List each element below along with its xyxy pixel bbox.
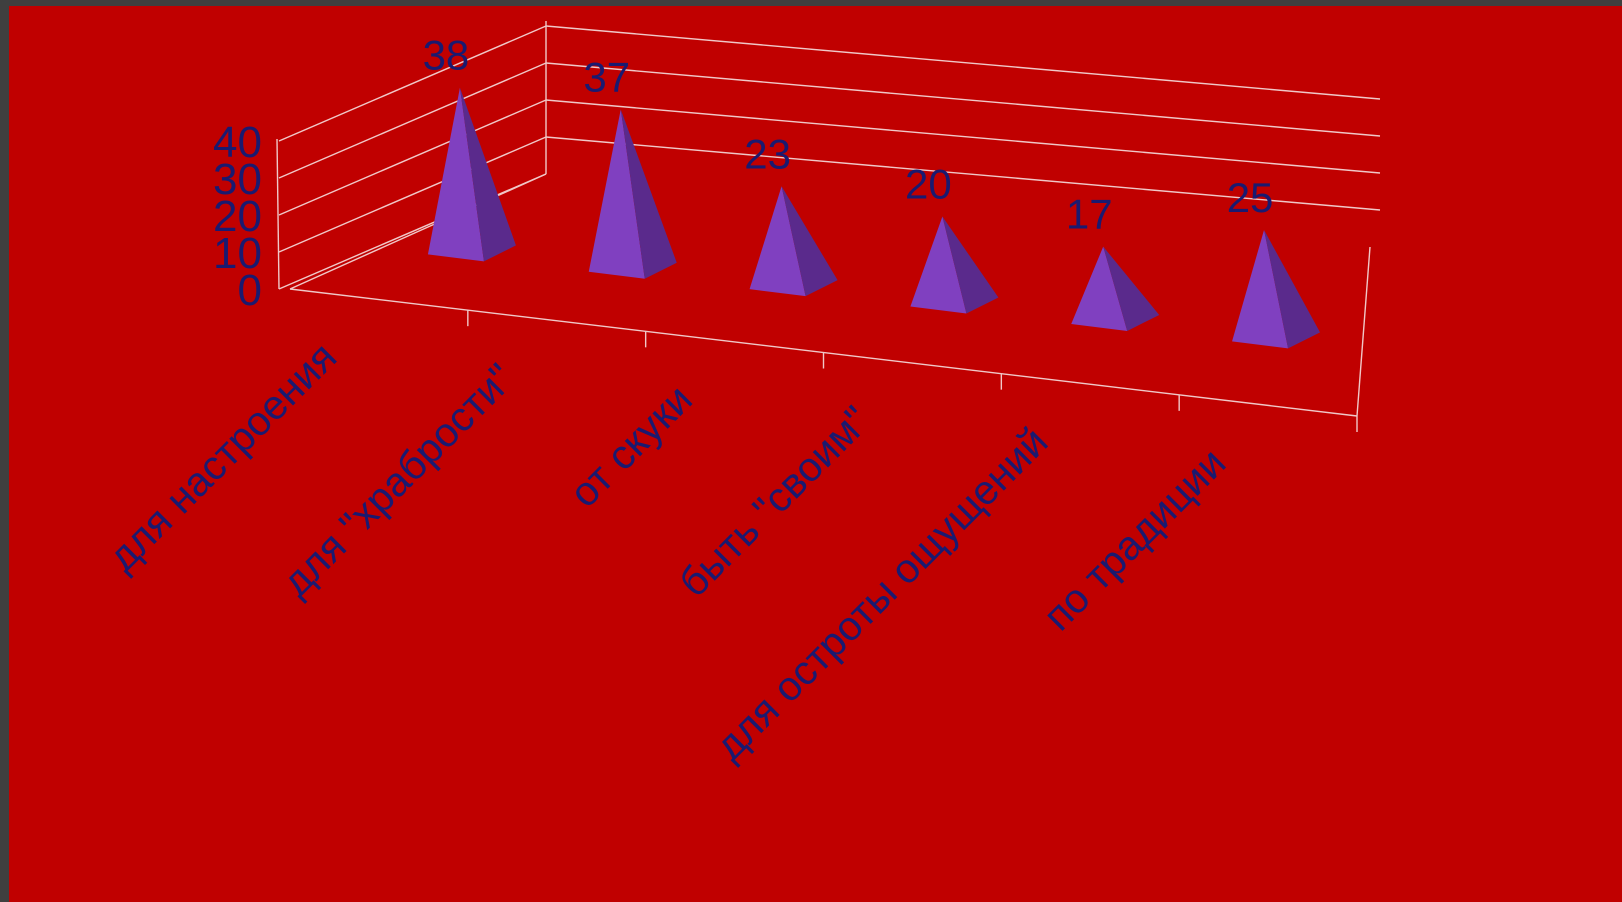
floor-left-edge: [289, 173, 547, 290]
pyramid-front-face: [1071, 246, 1128, 331]
gridline-back: [545, 62, 1381, 137]
data-label: 38: [423, 32, 470, 79]
y-tick-label: 0: [238, 266, 262, 315]
category-label: от скуки: [561, 376, 701, 516]
pyramid-front-face: [910, 216, 967, 314]
gridline-side: [278, 136, 547, 253]
pyramid-side-face: [942, 216, 999, 314]
y-tick-label: 40: [213, 118, 262, 167]
data-labels: 38 37 23 20 17 25: [423, 32, 1274, 238]
data-label: 37: [583, 53, 630, 100]
y-tick-label: 10: [213, 229, 262, 278]
data-label: 17: [1066, 191, 1113, 238]
pyramid-front-face: [588, 109, 645, 279]
pyramid-front-face: [427, 87, 484, 262]
pyramids: [427, 87, 1321, 349]
gridline-side: [278, 173, 547, 290]
gridline-back: [545, 99, 1381, 174]
pyramid-side-face: [459, 87, 516, 262]
slide: 0 10 20 30 40 38 37 23 20 17 25 для настроения для…: [9, 6, 1622, 902]
y-tick-label: 30: [213, 155, 262, 204]
gridline-side: [278, 62, 547, 179]
category-label: быть "своим": [670, 397, 879, 606]
category-label: для остроты ощущений: [706, 418, 1057, 769]
category-label: по традиции: [1034, 439, 1234, 639]
data-label: 20: [905, 160, 952, 207]
axes: [276, 21, 1371, 432]
data-label: 25: [1227, 174, 1274, 221]
pyramid-front-face: [749, 186, 806, 297]
gridline-side: [278, 99, 547, 216]
gridline-back: [545, 25, 1381, 100]
gridline-side: [278, 25, 547, 142]
data-label: 23: [744, 130, 791, 177]
y-tick-label: 20: [213, 192, 262, 241]
y-axis-line: [276, 138, 280, 290]
pyramid-side-face: [1103, 246, 1160, 331]
pyramid-front-face: [1232, 229, 1289, 349]
floor-right-edge: [1356, 246, 1371, 417]
pyramid-side-face: [620, 109, 677, 279]
gridlines: [278, 25, 1381, 290]
gridline-back: [545, 136, 1381, 211]
pyramid-side-face: [781, 186, 838, 297]
pyramid-side-face: [1264, 229, 1321, 349]
